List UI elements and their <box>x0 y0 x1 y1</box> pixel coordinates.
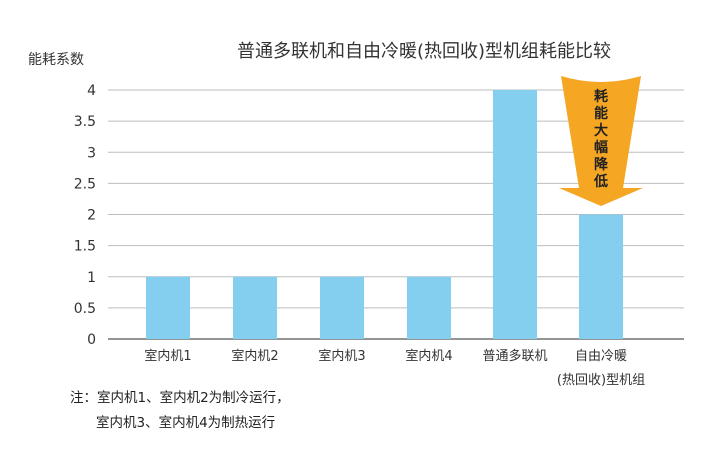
bar <box>320 276 364 339</box>
annotation-char: 低 <box>593 173 608 190</box>
y-tick-label: 4 <box>87 83 96 99</box>
x-tick-label: 自由冷暖 <box>575 349 627 364</box>
bar <box>579 214 623 339</box>
x-tick-label: 室内机3 <box>318 348 365 364</box>
annotation-char: 幅 <box>594 139 608 156</box>
y-tick-label: 0.5 <box>74 301 96 317</box>
bars <box>146 90 623 339</box>
annotation-char: 大 <box>594 122 608 139</box>
note-line-2: 室内机3、室内机4为制热运行 <box>96 415 276 431</box>
y-axis-label: 能耗系数 <box>28 52 84 68</box>
note-line-1: 注：室内机1、室内机2为制冷运行， <box>70 390 290 406</box>
y-tick-label: 1 <box>87 270 96 286</box>
x-tick-label: 普通多联机 <box>482 348 547 364</box>
x-tick-labels: 室内机1 室内机2 室内机3 室内机4 普通多联机 自由冷暖 (热回收)型机组 <box>144 348 645 388</box>
y-tick-label: 0 <box>87 332 96 348</box>
bar <box>493 90 537 339</box>
y-tick-label: 3 <box>87 145 96 161</box>
y-tick-label: 3.5 <box>74 114 96 130</box>
annotation-char: 能 <box>594 105 608 122</box>
x-tick-label: 室内机4 <box>405 348 452 364</box>
annotation-char: 耗 <box>594 88 608 105</box>
down-arrow-icon <box>559 76 643 206</box>
bar <box>146 276 190 339</box>
x-tick-label: 室内机2 <box>231 348 278 364</box>
chart-title: 普通多联机和自由冷暖(热回收)型机组耗能比较 <box>237 41 611 62</box>
y-tick-label: 1.5 <box>74 239 96 255</box>
x-tick-label: 室内机1 <box>144 348 191 364</box>
bar <box>233 276 277 339</box>
y-tick-label: 2.5 <box>74 176 96 192</box>
bar <box>407 276 451 339</box>
x-tick-label: (热回收)型机组 <box>557 373 645 388</box>
y-tick-labels: 0 0.5 1 1.5 2 2.5 3 3.5 4 <box>74 83 96 348</box>
y-tick-label: 2 <box>87 208 96 224</box>
annotation-char: 降 <box>594 156 609 173</box>
